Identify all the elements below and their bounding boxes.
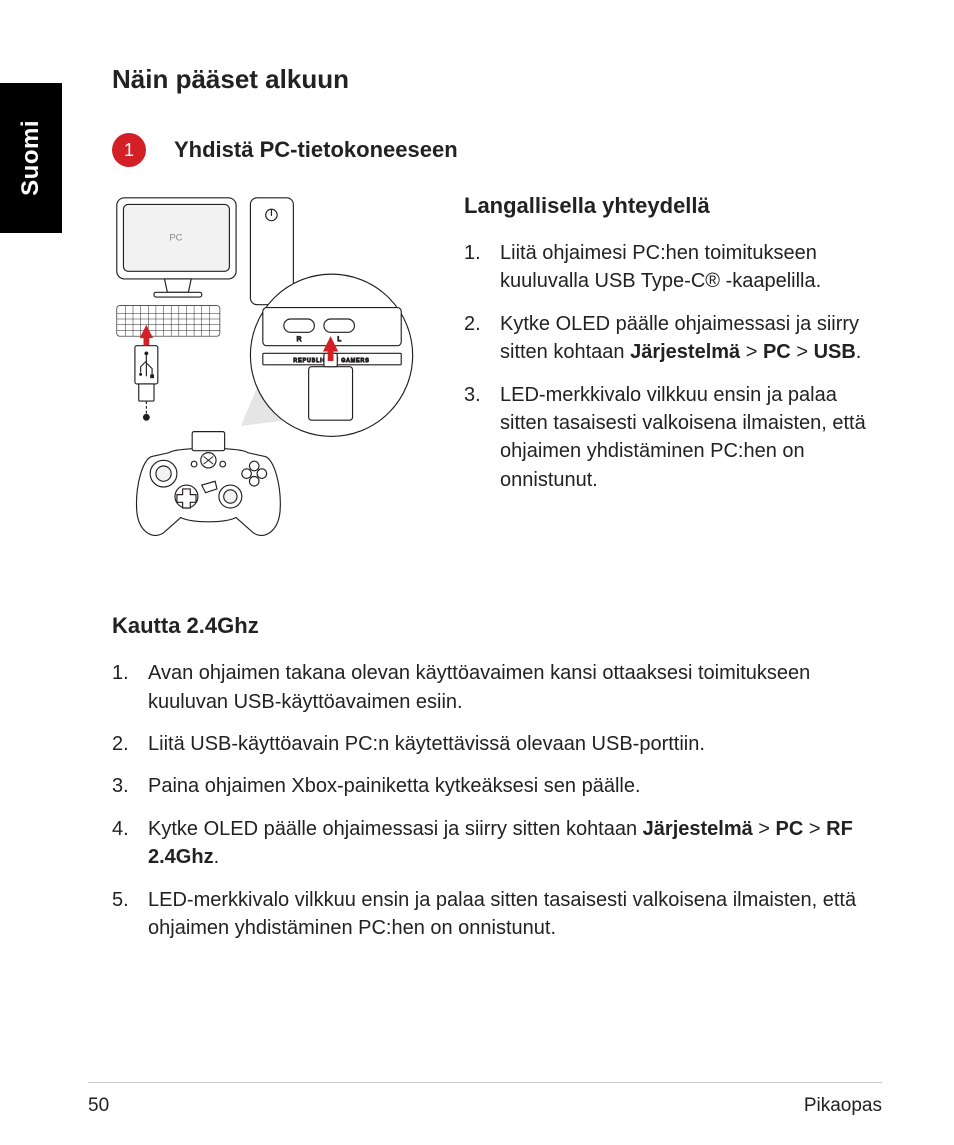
pc-controller-illustration-svg: PC (112, 193, 427, 546)
connection-illustration: PC (112, 193, 442, 551)
wired-section: Langallisella yhteydellä Liitä ohjaimesi… (464, 193, 882, 551)
wireless-section: Kautta 2.4Ghz Avan ohjaimen takana oleva… (112, 613, 882, 942)
list-item: Avan ohjaimen takana olevan käyttöavaime… (112, 659, 882, 716)
page-title: Näin pääset alkuun (112, 64, 882, 95)
wireless-steps-list: Avan ohjaimen takana olevan käyttöavaime… (112, 659, 882, 942)
list-item: LED-merkkivalo vilkkuu ensin ja palaa si… (464, 381, 882, 495)
monitor-label: PC (169, 233, 182, 244)
step-1-body: PC (112, 193, 882, 551)
wireless-title: Kautta 2.4Ghz (112, 613, 882, 639)
list-item: Paina ohjaimen Xbox-painiketta kytkeäkse… (112, 772, 882, 800)
page-number: 50 (88, 1095, 109, 1117)
port-r-label: R (297, 336, 302, 343)
list-item: LED-merkkivalo vilkkuu ensin ja palaa si… (112, 886, 882, 943)
step-1-header: 1 Yhdistä PC-tietokoneeseen (112, 133, 882, 167)
language-tab: Suomi (0, 83, 62, 233)
footer-label: Pikaopas (804, 1095, 882, 1117)
list-item: Liitä USB-käyttöavain PC:n käytettävissä… (112, 730, 882, 758)
step-title: Yhdistä PC-tietokoneeseen (174, 137, 458, 163)
wired-steps-list: Liitä ohjaimesi PC:hen toimitukseen kuul… (464, 239, 882, 494)
list-item: Liitä ohjaimesi PC:hen toimitukseen kuul… (464, 239, 882, 296)
wired-title: Langallisella yhteydellä (464, 193, 882, 219)
port-l-label: L (337, 336, 341, 343)
step-number: 1 (124, 140, 134, 161)
page-footer: 50 Pikaopas (88, 1082, 882, 1117)
step-number-badge: 1 (112, 133, 146, 167)
list-item: Kytke OLED päälle ohjaimessasi ja siirry… (112, 815, 882, 872)
language-tab-text: Suomi (17, 120, 45, 196)
list-item: Kytke OLED päälle ohjaimessasi ja siirry… (464, 310, 882, 367)
